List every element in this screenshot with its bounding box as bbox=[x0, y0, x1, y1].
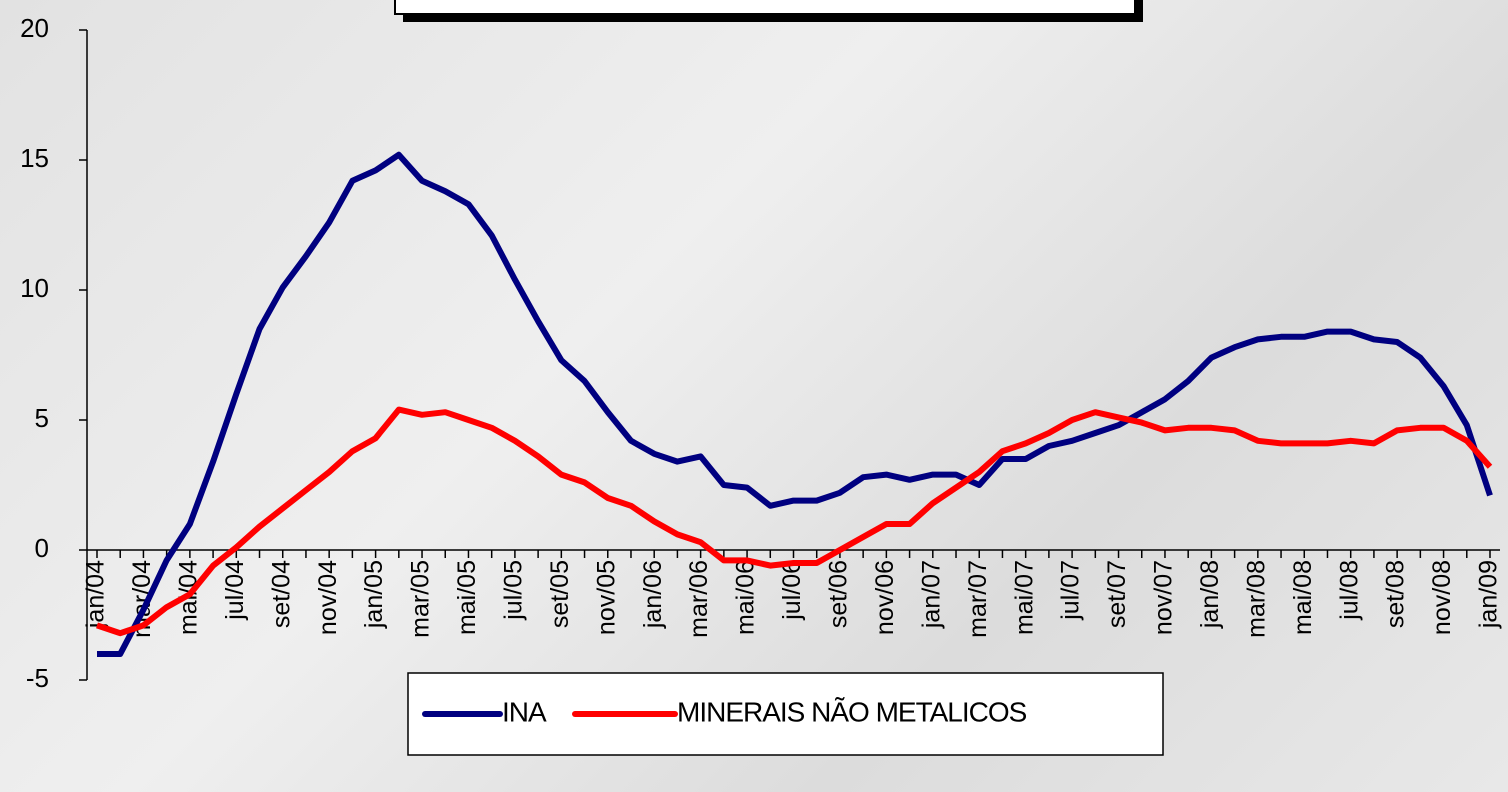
x-tick-label: nov/05 bbox=[592, 560, 620, 635]
y-tick-label: 0 bbox=[35, 533, 49, 563]
x-tick-label: mai/05 bbox=[453, 560, 481, 635]
x-tick-label: set/06 bbox=[825, 560, 853, 628]
x-tick-label: nov/06 bbox=[871, 560, 899, 635]
y-tick-label: 20 bbox=[20, 13, 49, 43]
series-line bbox=[96, 406, 1493, 637]
y-tick-label: 10 bbox=[20, 273, 49, 303]
x-tick-label: jan/06 bbox=[639, 560, 667, 629]
x-tick-label: jan/05 bbox=[360, 560, 388, 629]
x-tick-label: mai/06 bbox=[732, 560, 760, 635]
x-tick-label: nov/04 bbox=[314, 560, 342, 635]
legend-label: INA bbox=[502, 696, 547, 727]
x-tick-label: set/04 bbox=[267, 560, 295, 628]
x-tick-label: jul/07 bbox=[1057, 560, 1085, 621]
x-tick-label: jul/04 bbox=[221, 560, 249, 621]
x-tick-label: set/08 bbox=[1382, 560, 1410, 628]
y-tick-label: 15 bbox=[20, 143, 49, 173]
x-tick-label: jul/05 bbox=[500, 560, 528, 621]
title-box bbox=[394, 0, 1136, 15]
x-tick-label: jan/07 bbox=[917, 560, 945, 629]
x-tick-label: set/05 bbox=[546, 560, 574, 628]
x-tick-label: jan/08 bbox=[1196, 560, 1224, 629]
y-tick-label: 5 bbox=[35, 403, 49, 433]
legend-label: MINERAIS NÃO METALICOS bbox=[677, 696, 1027, 727]
x-tick-label: jan/09 bbox=[1475, 560, 1503, 629]
x-tick-label: mar/05 bbox=[407, 560, 435, 638]
x-tick-label: set/07 bbox=[1103, 560, 1131, 628]
x-tick-label: jul/08 bbox=[1335, 560, 1363, 621]
legend bbox=[407, 672, 1164, 756]
x-tick-label: mar/07 bbox=[964, 560, 992, 638]
x-tick-label: jul/06 bbox=[778, 560, 806, 621]
x-tick-label: nov/07 bbox=[1150, 560, 1178, 635]
x-tick-label: mai/07 bbox=[1010, 560, 1038, 635]
x-tick-label: mar/06 bbox=[685, 560, 713, 638]
x-tick-label: mai/08 bbox=[1289, 560, 1317, 635]
x-tick-label: mar/08 bbox=[1242, 560, 1270, 638]
y-tick-label: -5 bbox=[26, 663, 49, 693]
x-tick-label: jan/04 bbox=[82, 560, 110, 629]
series-line bbox=[97, 151, 1493, 657]
x-tick-label: nov/08 bbox=[1428, 560, 1456, 635]
